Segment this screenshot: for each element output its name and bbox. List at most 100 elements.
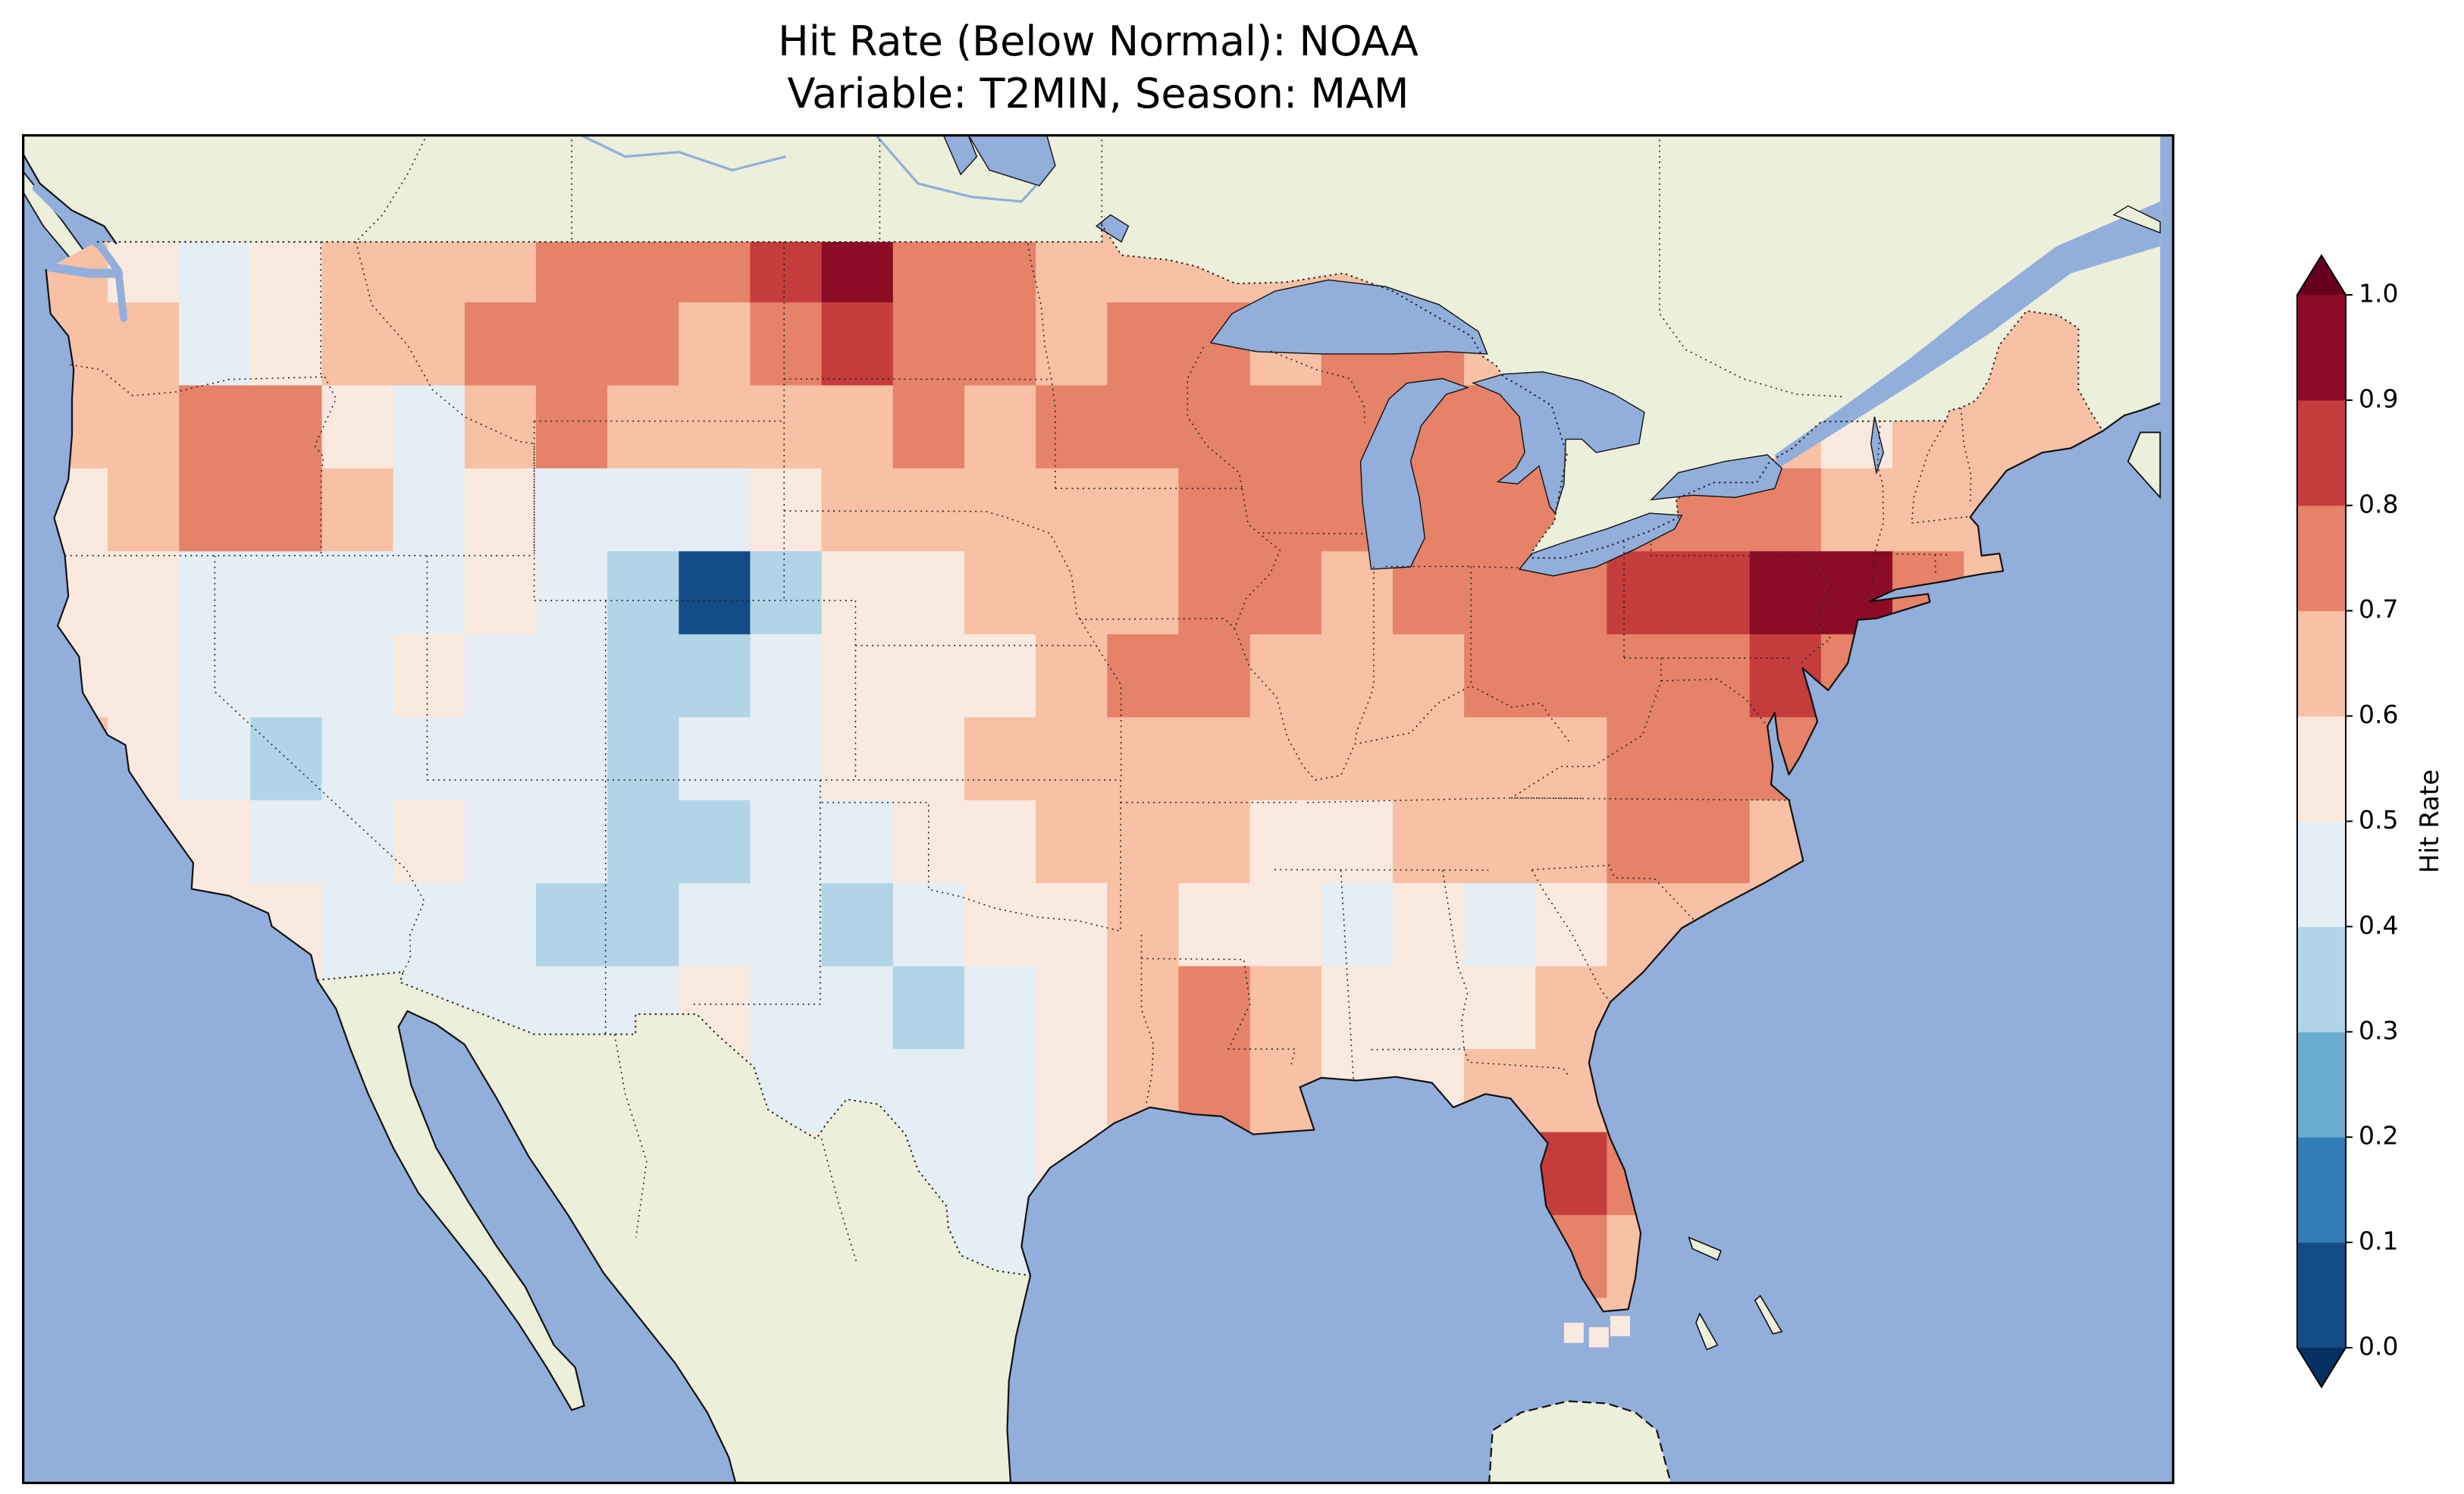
heatmap-cell: [464, 800, 537, 884]
colorbar-tick-label: 0.5: [2359, 805, 2398, 835]
heatmap-cell: [1535, 800, 1608, 884]
heatmap-cell: [892, 717, 965, 801]
heatmap-cell: [464, 302, 537, 386]
heatmap-cell: [750, 883, 823, 967]
heatmap-cell: [1392, 966, 1465, 1050]
heatmap-cell: [750, 551, 823, 635]
heatmap-cell: [393, 883, 466, 967]
colorbar-tick-label: 1.0: [2359, 279, 2398, 309]
heatmap-cell: [750, 385, 823, 469]
heatmap-cell: [892, 468, 965, 552]
heatmap-cell: [679, 385, 751, 469]
heatmap-cell: [821, 302, 894, 386]
heatmap-cell: [250, 551, 323, 635]
heatmap-cell: [321, 883, 394, 967]
heatmap-cell: [321, 551, 394, 635]
bahamas-island: [1688, 1236, 1723, 1261]
heatmap-cell: [464, 551, 537, 635]
heatmap-cell: [607, 302, 679, 386]
heatmap-cell: [607, 468, 679, 552]
heatmap-cell: [1178, 385, 1251, 469]
heatmap-cell: [1607, 717, 1679, 801]
heatmap-cell: [1036, 1049, 1108, 1133]
heatmap-cell: [1107, 800, 1180, 884]
heatmap-cell: [1535, 883, 1608, 967]
heatmap-cell: [393, 634, 466, 718]
us-hit-rate-map: [22, 134, 2174, 1484]
heatmap-cell: [179, 551, 251, 635]
heatmap-cell: [393, 800, 466, 884]
heatmap-cell: [1107, 551, 1180, 635]
colorbar-tick-label: 0.0: [2359, 1332, 2398, 1361]
heatmap-cell: [1392, 634, 1465, 718]
heatmap-cell: [1249, 551, 1322, 635]
heatmap-cell: [393, 302, 466, 386]
lake-of-the-woods: [1095, 214, 1130, 243]
anticosti-island: [2112, 205, 2161, 234]
axes-frame: [22, 134, 2174, 1484]
colorbar-over-arrow: [2297, 255, 2346, 295]
heatmap-cell: [1607, 551, 1679, 635]
heatmap-cell: [1535, 634, 1608, 718]
heatmap-cell: [1249, 634, 1322, 718]
heatmap-cell: [750, 634, 823, 718]
heatmap-cell: [1036, 551, 1108, 635]
heatmap-cell: [964, 717, 1036, 801]
nova-scotia: [2127, 431, 2161, 500]
heatmap-cell: [1678, 800, 1751, 884]
heatmap-cell: [964, 1049, 1036, 1133]
heatmap-cell: [964, 302, 1036, 386]
colorbar-tick-label: 0.4: [2359, 910, 2398, 940]
colorbar-tick-label: 0.3: [2359, 1016, 2398, 1045]
heatmap-cell: [821, 551, 894, 635]
heatmap-cell: [535, 634, 608, 718]
heatmap-cell: [393, 385, 466, 469]
heatmap-cell: [1464, 883, 1536, 967]
mexico-land: [317, 972, 1031, 1484]
heatmap-cell: [107, 634, 180, 718]
keys-cell: [1588, 1326, 1609, 1348]
colorbar-under-arrow: [2297, 1348, 2346, 1387]
heatmap-cell: [1107, 717, 1180, 801]
colorbar-segment: [2297, 1137, 2346, 1243]
heatmap-cell: [1036, 800, 1108, 884]
colorbar-segment: [2297, 1242, 2346, 1348]
heatmap-cell: [535, 385, 608, 469]
heatmap-cell: [1249, 966, 1322, 1050]
river: [578, 134, 786, 172]
heatmap-cell: [1820, 468, 1893, 552]
colorbar-segment: [2297, 505, 2346, 612]
heatmap-cell: [1249, 800, 1322, 884]
heatmap-cell: [1036, 717, 1108, 801]
heatmap-cell: [679, 468, 751, 552]
coastal-strait: [41, 262, 124, 278]
colorbar-segment: [2297, 295, 2346, 401]
heatmap-cell: [1036, 634, 1108, 718]
keys-cell: [1563, 1323, 1584, 1343]
colorbar-segment: [2297, 1032, 2346, 1138]
coastal-strait: [32, 184, 128, 322]
heatmap-cell: [964, 551, 1036, 635]
heatmap-cell: [607, 385, 679, 469]
heatmap-cell: [464, 385, 537, 469]
colorbar-segment: [2297, 716, 2346, 822]
colorbar-tick-label: 0.8: [2359, 489, 2398, 518]
heatmap-cell: [250, 800, 323, 884]
heatmap-cell: [607, 551, 679, 635]
heatmap-cell: [464, 634, 537, 718]
heatmap-cell: [821, 800, 894, 884]
colorbar-tick-label: 0.9: [2359, 384, 2398, 413]
heatmap-cell: [1464, 800, 1536, 884]
heatmap-cell: [1321, 883, 1393, 967]
heatmap-cell: [964, 883, 1036, 967]
heatmap-cell: [607, 634, 679, 718]
bahamas-island: [1754, 1295, 1783, 1335]
heatmap-cell: [393, 551, 466, 635]
heatmap-cell: [679, 551, 751, 635]
heatmap-cell: [1107, 302, 1180, 386]
heatmap-cell: [107, 385, 180, 469]
heatmap-cell: [964, 966, 1036, 1050]
heatmap-cell: [1178, 717, 1251, 801]
heatmap-cell: [1678, 717, 1751, 801]
heatmap-cell: [964, 1132, 1036, 1216]
